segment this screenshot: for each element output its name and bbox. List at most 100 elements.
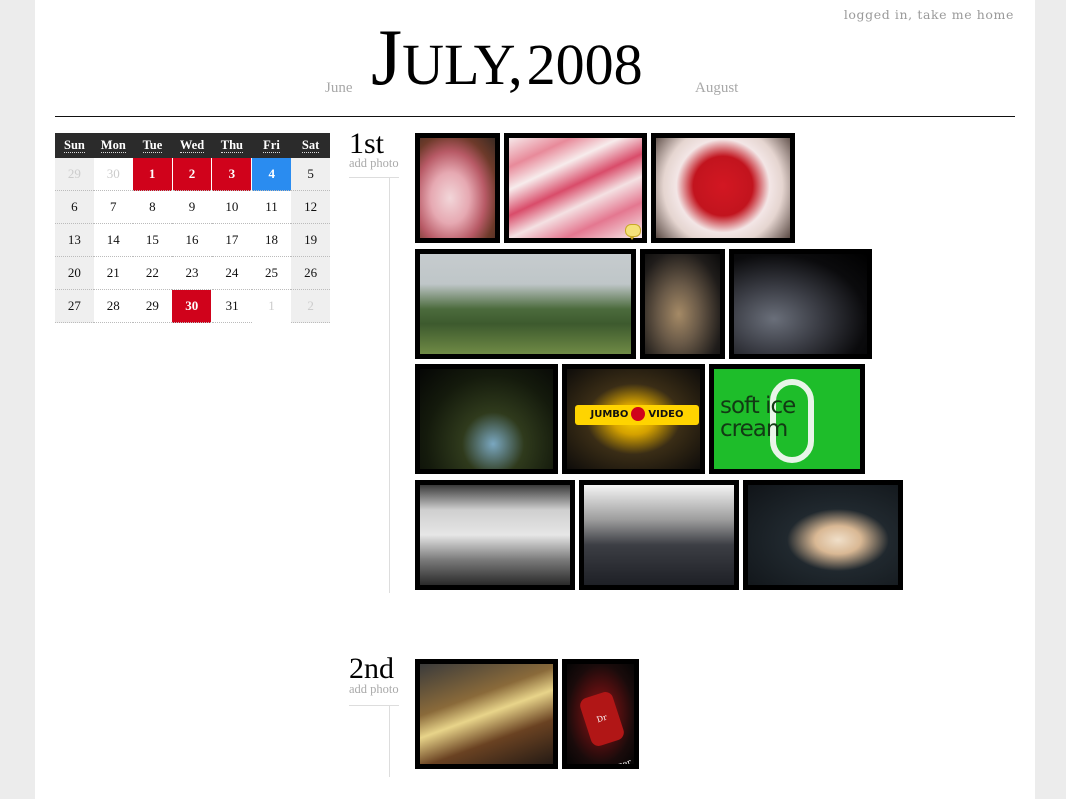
dr-pepper-can-photo[interactable]: Dr Pepper [562, 659, 639, 769]
title-month: ULY [402, 32, 509, 97]
calendar-day: 19 [291, 223, 330, 257]
soft-ice-cream-photo[interactable]: soft ice cream [709, 364, 865, 474]
home-link[interactable]: logged in, take me home [843, 7, 1014, 22]
calendar-day: 23 [172, 256, 212, 290]
soft-ice-cream-sign: soft ice cream [720, 393, 796, 442]
calendar-day: 18 [251, 223, 292, 257]
title-initial: J [371, 14, 403, 102]
jumbo-video-sign: JUMBO VIDEO [575, 405, 699, 425]
calendar-day: 17 [211, 223, 252, 257]
add-photo-link-1st[interactable]: add photo [349, 156, 399, 170]
page-title: JULY, 2008 [371, 18, 643, 98]
calendar-day: 6 [55, 190, 94, 224]
calendar-day-with-photos[interactable]: 30 [172, 289, 213, 323]
calendar-day: 8 [132, 190, 173, 224]
add-photo-link-2nd[interactable]: add photo [349, 682, 399, 696]
calendar-day: 21 [93, 256, 133, 290]
calendar-day: 29 [132, 289, 173, 323]
calendar-day: 1 [251, 289, 292, 323]
calendar-day: 20 [55, 256, 94, 290]
photo-image: soft ice cream [714, 369, 860, 469]
prev-month-link[interactable]: June [325, 80, 353, 96]
day-label-1st: 1st [349, 127, 385, 160]
calendar-day: 30 [93, 158, 133, 191]
night-crowd-photo[interactable] [729, 249, 872, 359]
feet-on-grass-photo[interactable] [415, 364, 558, 474]
day-divider [349, 177, 399, 178]
calendar-day: 27 [55, 289, 94, 323]
calendar-week-row: 6 7 8 9 10 11 12 [55, 190, 330, 224]
calendar-today[interactable]: 4 [251, 158, 292, 191]
strawberry-cake-photo[interactable] [651, 133, 795, 243]
comment-bubble-icon[interactable] [625, 224, 641, 240]
white-car-photo[interactable] [415, 480, 575, 590]
messy-desk-photo[interactable] [415, 659, 558, 769]
street-party-photo[interactable] [415, 249, 636, 359]
photo-image: Dr Pepper [567, 664, 634, 764]
day-label-2nd: 2nd [349, 652, 394, 685]
arm-bandage-photo[interactable] [743, 480, 903, 590]
calendar-day: 15 [132, 223, 173, 257]
photo-image [420, 138, 495, 238]
next-month-link[interactable]: August [695, 80, 739, 96]
title-year: 2008 [526, 32, 643, 97]
scratched-bumper-photo[interactable] [579, 480, 739, 590]
weekday-sun[interactable]: Sun [55, 133, 94, 158]
photo-image: JUMBO VIDEO [567, 369, 700, 469]
weekday-thu[interactable]: Thu [211, 133, 252, 158]
calendar-day: 26 [291, 256, 330, 290]
day-timeline-line [389, 705, 390, 777]
weekday-sat[interactable]: Sat [291, 133, 330, 158]
cake-swirl-photo[interactable] [415, 133, 500, 243]
title-separator: , [508, 32, 523, 97]
calendar-day: 16 [172, 223, 212, 257]
calendar-day: 31 [211, 289, 252, 323]
weekday-tue[interactable]: Tue [132, 133, 173, 158]
calendar-day: 28 [93, 289, 133, 323]
calendar-day: 29 [55, 158, 94, 191]
calendar-week-row: 13 14 15 16 17 18 19 [55, 223, 330, 257]
month-calendar: Sun Mon Tue Wed Thu Fri Sat 29 30 1 2 3 … [55, 133, 330, 323]
calendar-day: 2 [291, 289, 330, 323]
dr-pepper-label: Dr Pepper [578, 689, 632, 764]
calendar-weekday-row: Sun Mon Tue Wed Thu Fri Sat [55, 133, 330, 158]
calendar-day: 10 [211, 190, 252, 224]
calendar-day: 11 [251, 190, 292, 224]
photo-image [420, 369, 553, 469]
photo-image [420, 485, 570, 585]
calendar-day-with-photos[interactable]: 3 [211, 158, 253, 191]
photo-image [645, 254, 720, 354]
calendar-week-row: 29 30 1 2 3 4 5 [55, 158, 330, 191]
calendar-day: 25 [251, 256, 292, 290]
photo-image [734, 254, 867, 354]
header-divider [55, 116, 1015, 117]
photo-image [656, 138, 790, 238]
page-container: logged in, take me home June JULY, 2008 … [35, 0, 1035, 799]
jumbo-video-photo[interactable]: JUMBO VIDEO [562, 364, 705, 474]
calendar-day: 13 [55, 223, 94, 257]
photo-image [420, 664, 553, 764]
calendar-day: 12 [291, 190, 330, 224]
calendar-week-row: 27 28 29 30 31 1 2 [55, 289, 330, 323]
calendar-day: 9 [172, 190, 212, 224]
girl-sitting-photo[interactable] [640, 249, 725, 359]
calendar-day-with-photos[interactable]: 1 [132, 158, 173, 191]
weekday-fri[interactable]: Fri [251, 133, 292, 158]
photo-image [509, 138, 642, 238]
month-header: June JULY, 2008 August [35, 14, 1035, 104]
weekday-mon[interactable]: Mon [93, 133, 133, 158]
calendar-day: 7 [93, 190, 133, 224]
calendar-day: 22 [132, 256, 173, 290]
calendar-day: 14 [93, 223, 133, 257]
calendar-week-row: 20 21 22 23 24 25 26 [55, 256, 330, 290]
photo-image [748, 485, 898, 585]
day-timeline-line [389, 177, 390, 593]
calendar-day: 24 [211, 256, 252, 290]
photo-image [420, 254, 631, 354]
gb-logo-icon [770, 379, 814, 463]
weekday-wed[interactable]: Wed [172, 133, 212, 158]
photo-image [584, 485, 734, 585]
pink-swirl-photo[interactable] [504, 133, 647, 243]
calendar-day: 5 [291, 158, 330, 191]
calendar-day-with-photos[interactable]: 2 [172, 158, 213, 191]
